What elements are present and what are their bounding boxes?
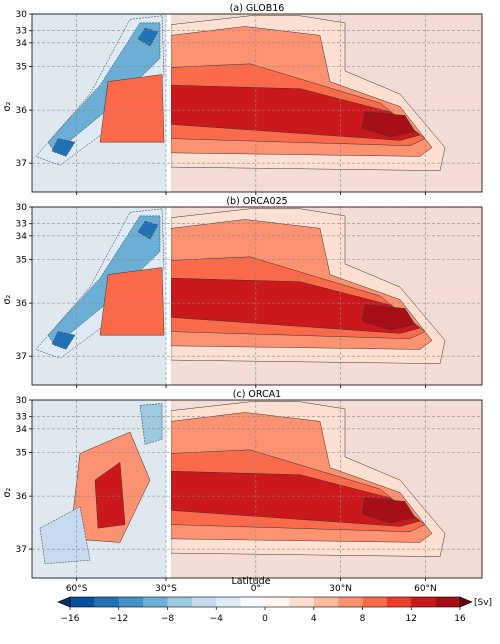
y-tick-label: 35 bbox=[16, 63, 27, 73]
colorbar-segment bbox=[313, 597, 339, 607]
x-tick-label: 30°S bbox=[155, 584, 177, 594]
y-axis-label: σ₂ bbox=[2, 294, 13, 304]
x-tick-label: 0° bbox=[251, 584, 261, 594]
y-tick-label: 36 bbox=[16, 492, 28, 502]
y-tick-label: 37 bbox=[16, 352, 27, 362]
colorbar-tick-label: 8 bbox=[360, 614, 366, 624]
colorbar-segment bbox=[70, 597, 95, 607]
southern-contour-4 bbox=[51, 138, 76, 157]
colorbar-segment bbox=[167, 597, 193, 607]
panel-gap bbox=[166, 207, 171, 385]
y-tick-label: 30 bbox=[16, 203, 28, 213]
colorbar-tick-label: 16 bbox=[454, 614, 466, 624]
y-tick-label: 34 bbox=[16, 425, 28, 435]
panel-gap bbox=[166, 400, 171, 578]
southern-positive-patch bbox=[99, 267, 165, 336]
panel-gap bbox=[166, 14, 171, 192]
colorbar-segment bbox=[338, 597, 363, 607]
panel-1: (a) GLOB16 30 33 34 35 36 37 σ₂ bbox=[2, 3, 483, 195]
y-tick-label: 33 bbox=[16, 27, 27, 37]
panel-frame bbox=[31, 13, 483, 193]
colorbar-segment bbox=[265, 597, 290, 607]
colorbar-max-arrow bbox=[459, 596, 473, 608]
x-tick-label: 60°S bbox=[66, 584, 88, 594]
colorbar-segment bbox=[118, 597, 144, 607]
panel-3: (c) ORCA1 30 33 34 35 36 37 σ₂ 60°S 30°S 0° 30°N 60°… bbox=[2, 389, 483, 594]
southern-contour-2 bbox=[47, 215, 161, 347]
colorbar-tick-label: −12 bbox=[109, 614, 128, 624]
colorbar-segment bbox=[289, 597, 315, 607]
colorbar-segment bbox=[216, 597, 241, 607]
colorbar-segment bbox=[435, 597, 461, 607]
y-tick-label: 33 bbox=[16, 220, 27, 230]
y-axis-label: σ₂ bbox=[2, 101, 13, 111]
colorbar-tick-label: −16 bbox=[61, 614, 80, 624]
southern-positive-patch bbox=[99, 74, 165, 143]
colorbar-segment bbox=[411, 597, 436, 607]
panel-2: (b) ORCA025 30 33 34 35 36 37 σ₂ bbox=[2, 196, 483, 388]
y-tick-label: 37 bbox=[16, 545, 27, 555]
y-tick-label: 36 bbox=[16, 106, 28, 116]
colorbar: −16 −12 −8 −4 0 4 8 12 16 [Sv] bbox=[57, 596, 492, 624]
southern-contour-3 bbox=[137, 27, 159, 47]
colorbar-segment bbox=[386, 597, 412, 607]
y-tick-label: 35 bbox=[16, 256, 27, 266]
colorbar-tick-label: −4 bbox=[210, 614, 224, 624]
panel-frame bbox=[31, 206, 483, 386]
y-axis-label: σ₂ bbox=[2, 487, 13, 497]
southern-contour-2 bbox=[47, 22, 161, 154]
colorbar-segment bbox=[143, 597, 168, 607]
colorbar-min-arrow bbox=[57, 596, 71, 608]
x-tick-label: 60°N bbox=[414, 584, 437, 594]
southern-contour-4 bbox=[51, 331, 76, 350]
y-tick-label: 30 bbox=[16, 396, 28, 406]
y-tick-label: 37 bbox=[16, 159, 27, 169]
panel-title: (b) ORCA025 bbox=[226, 196, 287, 207]
y-tick-label: 30 bbox=[16, 10, 28, 20]
x-axis-label: Latitude bbox=[231, 576, 270, 587]
y-tick-label: 33 bbox=[16, 413, 27, 423]
colorbar-tick-label: −8 bbox=[161, 614, 175, 624]
x-tick-label: 30°N bbox=[329, 584, 352, 594]
panels: (a) GLOB16 30 33 34 35 36 37 σ₂ (b) ORCA025 30 33 3… bbox=[2, 3, 483, 594]
colorbar-segment bbox=[362, 597, 388, 607]
panel-title: (a) GLOB16 bbox=[230, 3, 285, 14]
colorbar-tick-label: 4 bbox=[311, 614, 317, 624]
colorbar-segment bbox=[94, 597, 120, 607]
southern-contour-4 bbox=[39, 506, 91, 565]
amoc-contour-5 bbox=[361, 304, 416, 331]
southern-contour-2 bbox=[94, 461, 126, 529]
colorbar-segment bbox=[191, 597, 217, 607]
amoc-contour-5 bbox=[361, 497, 416, 524]
y-tick-label: 34 bbox=[16, 39, 28, 49]
panel-frame bbox=[31, 399, 483, 579]
southern-contour-3 bbox=[139, 403, 163, 445]
y-tick-label: 35 bbox=[16, 449, 27, 459]
y-tick-label: 34 bbox=[16, 232, 28, 242]
y-tick-label: 36 bbox=[16, 299, 28, 309]
colorbar-tick-label: 0 bbox=[262, 614, 268, 624]
colorbar-segment bbox=[240, 597, 266, 607]
colorbar-unit: [Sv] bbox=[474, 598, 492, 608]
colorbar-tick-label: 12 bbox=[406, 614, 417, 624]
panel-title: (c) ORCA1 bbox=[233, 389, 281, 400]
southern-contour-3 bbox=[137, 220, 159, 240]
amoc-contour-5 bbox=[361, 111, 416, 138]
